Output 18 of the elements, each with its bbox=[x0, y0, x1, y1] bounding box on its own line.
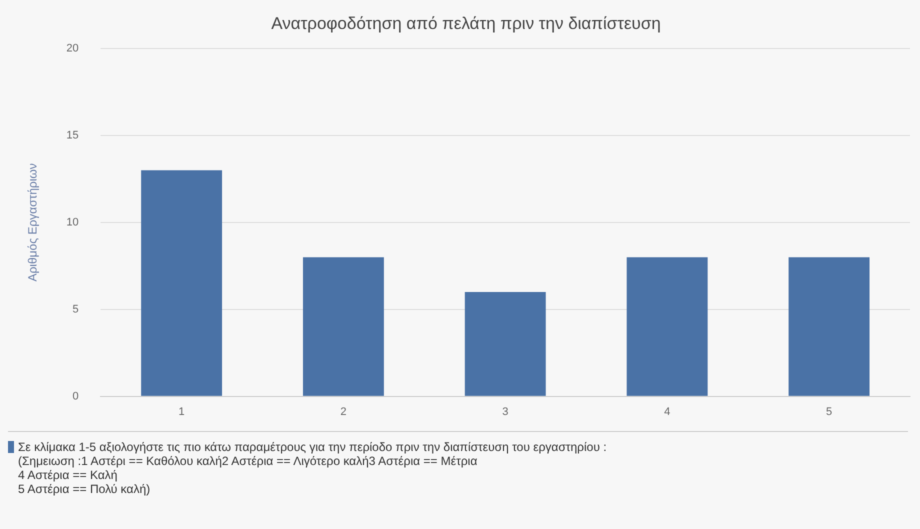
y-tick-label: 20 bbox=[66, 42, 79, 54]
y-tick-label: 5 bbox=[72, 303, 79, 316]
y-tick-label: 10 bbox=[66, 216, 79, 228]
bar bbox=[788, 257, 870, 396]
x-tick-label: 4 bbox=[664, 406, 670, 418]
bar bbox=[464, 292, 546, 396]
y-tick-label: 0 bbox=[72, 390, 79, 402]
x-tick-label: 3 bbox=[502, 406, 508, 418]
y-axis-title: Αριθμός Εργαστήριων bbox=[26, 163, 40, 282]
x-tick-label: 1 bbox=[178, 406, 185, 418]
chart-title: Ανατροφοδότηση από πελάτη πριν την διαπίστευση bbox=[271, 14, 661, 33]
bar bbox=[626, 257, 708, 396]
legend-label: Σε κλίμακα 1-5 αξιολογήστε τις πιο κάτω παραμέτρους για την περίοδο πριν την διαπίστευση του εργαστηρίου : (Σημειωση :1 Αστέρι == Καθόλου καλή2 Αστέρια == Λιγότερο καλή3 Αστέρια == Μέτρια 4 Αστέρια == Καλή 5 Αστέρια == Πολύ καλή) bbox=[18, 440, 607, 496]
bar bbox=[141, 170, 222, 396]
y-tick-label: 15 bbox=[66, 129, 79, 142]
x-tick-label: 5 bbox=[826, 406, 832, 418]
bar bbox=[302, 257, 384, 396]
x-tick-label: 2 bbox=[340, 406, 347, 418]
